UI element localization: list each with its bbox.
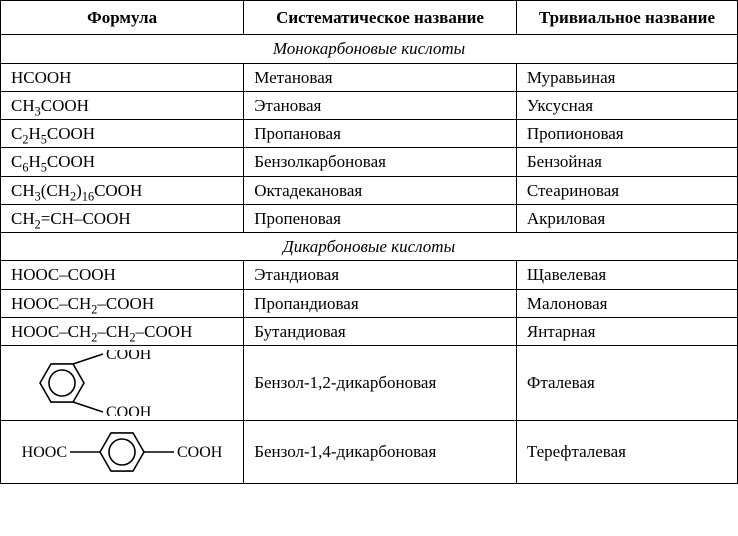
cell-systematic: Пропеновая (244, 204, 517, 232)
header-systematic: Систематическое название (244, 1, 517, 35)
cell-systematic: Бутандиовая (244, 317, 517, 345)
cell-formula: CH3COOH (1, 91, 244, 119)
svg-text:HOOC: HOOC (22, 444, 67, 461)
cell-trivial: Бензойная (516, 148, 737, 176)
cell-formula: C6H5COOH (1, 148, 244, 176)
section-title: Дикарбоновые кислоты (1, 233, 738, 261)
cell-trivial: Фталевая (516, 346, 737, 421)
table-row: CH3COOHЭтановаяУксусная (1, 91, 738, 119)
cell-trivial: Терефталевая (516, 421, 737, 484)
cell-formula: COOH COOH (1, 346, 244, 421)
cell-trivial: Малоновая (516, 289, 737, 317)
header-trivial: Тривиальное название (516, 1, 737, 35)
section-row: Дикарбоновые кислоты (1, 233, 738, 261)
cell-trivial: Акриловая (516, 204, 737, 232)
cell-trivial: Пропионовая (516, 120, 737, 148)
cell-formula: HOOC–CH2–COOH (1, 289, 244, 317)
cell-systematic: Октадекановая (244, 176, 517, 204)
section-row: Монокарбоновые кислоты (1, 35, 738, 63)
cell-systematic: Этановая (244, 91, 517, 119)
section-title: Монокарбоновые кислоты (1, 35, 738, 63)
benzene-ortho-icon: COOH COOH (7, 350, 197, 416)
cell-trivial: Уксусная (516, 91, 737, 119)
table-row: COOH HOOC Бензол-1,4-дикарбоноваяТерефта… (1, 421, 738, 484)
table-row: C6H5COOHБензолкарбоноваяБензойная (1, 148, 738, 176)
svg-text:COOH: COOH (106, 404, 152, 416)
cell-trivial: Стеариновая (516, 176, 737, 204)
table-row: HCOOHМетановаяМуравьиная (1, 63, 738, 91)
cell-trivial: Муравьиная (516, 63, 737, 91)
benzene-para-icon: COOH HOOC (7, 425, 237, 479)
cell-systematic: Бензолкарбоновая (244, 148, 517, 176)
cell-systematic: Бензол-1,4-дикарбоновая (244, 421, 517, 484)
cell-formula: HOOC–COOH (1, 261, 244, 289)
table-row: C2H5COOHПропановаяПропионовая (1, 120, 738, 148)
cell-formula: COOH HOOC (1, 421, 244, 484)
table-row: HOOC–CH2–CH2–COOHБутандиоваяЯнтарная (1, 317, 738, 345)
svg-text:COOH: COOH (106, 350, 152, 363)
table-row: CH2=CH–COOHПропеноваяАкриловая (1, 204, 738, 232)
cell-systematic: Пропановая (244, 120, 517, 148)
cell-formula: CH2=CH–COOH (1, 204, 244, 232)
cell-systematic: Пропандиовая (244, 289, 517, 317)
cell-formula: CH3(CH2)16COOH (1, 176, 244, 204)
cell-formula: HCOOH (1, 63, 244, 91)
table-row: COOH COOH Бензол-1,2-дикарбоноваяФталева… (1, 346, 738, 421)
table-row: HOOC–CH2–COOHПропандиоваяМалоновая (1, 289, 738, 317)
acids-table: Формула Систематическое название Тривиал… (0, 0, 738, 484)
cell-systematic: Этандиовая (244, 261, 517, 289)
cell-formula: HOOC–CH2–CH2–COOH (1, 317, 244, 345)
cell-formula: C2H5COOH (1, 120, 244, 148)
header-row: Формула Систематическое название Тривиал… (1, 1, 738, 35)
table-row: CH3(CH2)16COOHОктадекановаяСтеариновая (1, 176, 738, 204)
cell-systematic: Бензол-1,2-дикарбоновая (244, 346, 517, 421)
cell-trivial: Янтарная (516, 317, 737, 345)
svg-text:COOH: COOH (177, 444, 223, 461)
table-row: HOOC–COOHЭтандиоваяЩавелевая (1, 261, 738, 289)
header-formula: Формула (1, 1, 244, 35)
cell-systematic: Метановая (244, 63, 517, 91)
cell-trivial: Щавелевая (516, 261, 737, 289)
